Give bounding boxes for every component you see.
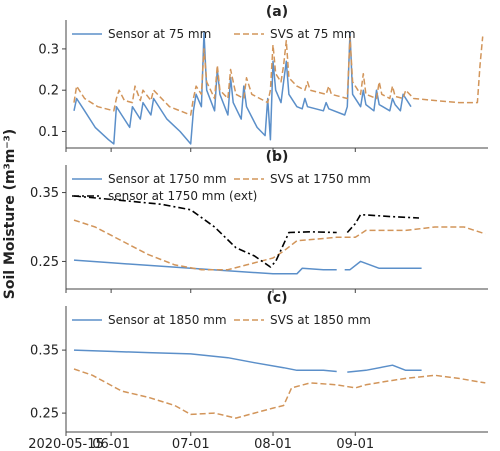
series-line-3 (73, 195, 420, 268)
legend-label: sensor at 1750 mm (ext) (108, 189, 257, 203)
legend-label: Sensor at 1750 mm (108, 172, 227, 186)
y-tick-label: 0.25 (30, 407, 59, 422)
legend-label: SVS at 75 mm (270, 27, 356, 41)
y-axis-label: Soil Moisture (m³m⁻³) (2, 129, 18, 299)
panel-title: (c) (266, 290, 287, 306)
legend-label: SVS at 1750 mm (270, 172, 371, 186)
series-line-1 (73, 259, 422, 275)
y-tick-label: 0.1 (38, 125, 59, 140)
series-line-2 (73, 35, 484, 116)
panel-2: (b) 0.25 0.35 Sensor at 1750 mm SVS at 1750 … (30, 149, 488, 293)
x-tick-label: 06-01 (92, 437, 130, 451)
y-tick-label: 0.2 (38, 84, 59, 99)
panel-1: (a) 0.1 0.2 0.3 Sensor at 75 mm SVS at 75 mm (38, 4, 488, 152)
series-line-1 (73, 31, 412, 145)
x-tick-label: 2020-05-15 (28, 437, 104, 451)
panel-title: (b) (266, 149, 289, 165)
legend-label: SVS at 1850 mm (270, 313, 371, 327)
y-tick-label: 0.25 (30, 255, 59, 270)
legend-label: Sensor at 1850 mm (108, 313, 227, 327)
y-tick-label: 0.35 (30, 186, 59, 201)
series-line-1 (73, 349, 422, 373)
x-tick-label: 09-01 (336, 437, 374, 451)
series-line-2 (73, 219, 486, 271)
legend-label: Sensor at 75 mm (108, 27, 211, 41)
y-tick-label: 0.3 (38, 42, 59, 57)
series-line-2 (73, 368, 486, 419)
panel-title: (a) (266, 4, 288, 20)
x-tick-label: 08-01 (254, 437, 292, 451)
y-tick-label: 0.35 (30, 344, 59, 359)
x-tick-label: 07-01 (172, 437, 210, 451)
